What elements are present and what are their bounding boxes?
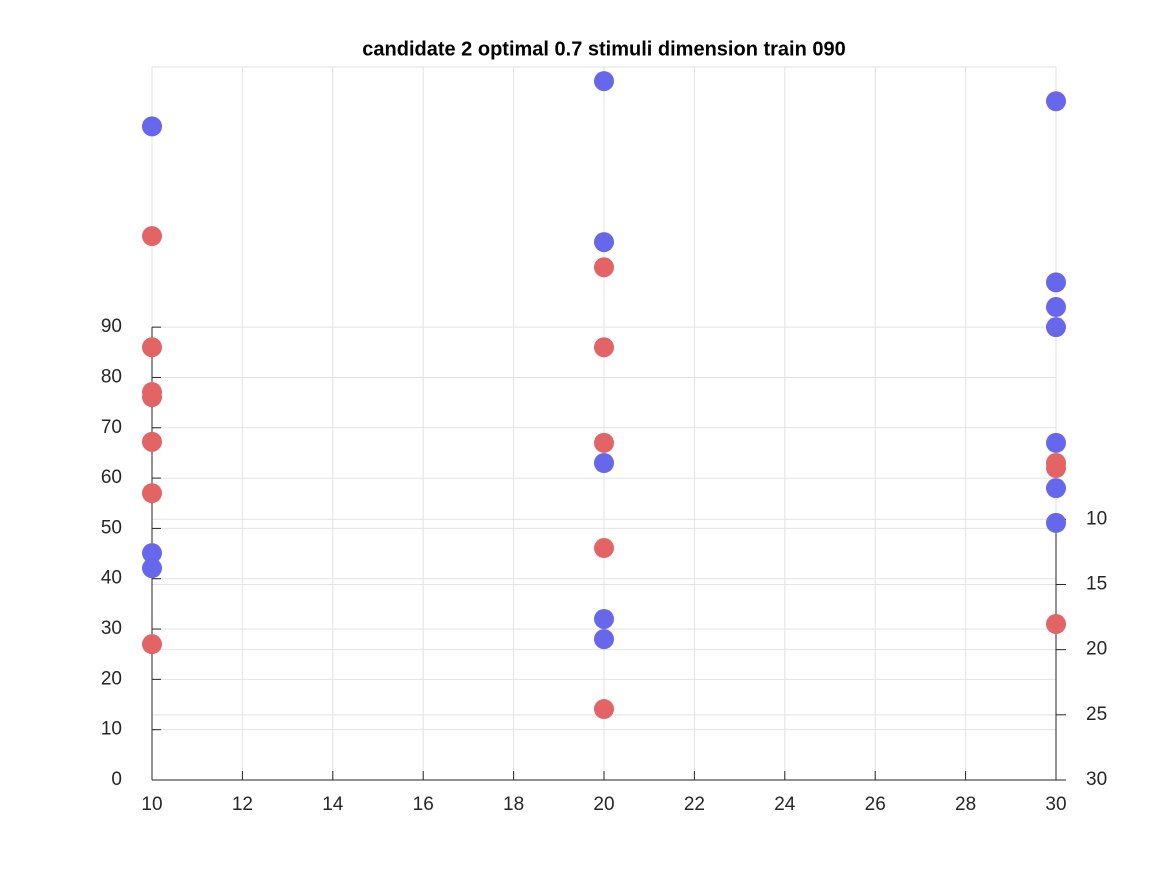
- y-tick-label: 20: [101, 668, 122, 689]
- point: [1046, 297, 1066, 318]
- x-tick-label: 16: [413, 794, 434, 815]
- x-tick-label: 10: [141, 794, 162, 815]
- point: [1046, 317, 1066, 338]
- y-tick-label: 80: [101, 366, 122, 387]
- point: [142, 543, 162, 564]
- x-tick-label: 26: [865, 794, 886, 815]
- point: [142, 387, 162, 408]
- x-tick-label: 12: [232, 794, 253, 815]
- point: [142, 483, 162, 504]
- y-tick-label: 0: [111, 769, 122, 790]
- y-tick-label: 30: [101, 618, 122, 639]
- point: [594, 538, 614, 559]
- x-tick-label: 14: [322, 794, 344, 815]
- x-tick-label: 20: [593, 794, 614, 815]
- point: [142, 337, 162, 358]
- x-tick-label: 24: [774, 794, 796, 815]
- x-tick-label: 22: [684, 794, 705, 815]
- point: [594, 71, 614, 92]
- point: [142, 226, 162, 247]
- point: [1046, 478, 1066, 499]
- point: [594, 699, 614, 720]
- point: [142, 116, 162, 137]
- x-tick-label: 30: [1045, 794, 1066, 815]
- y-tick-label: 10: [101, 719, 122, 740]
- point: [142, 634, 162, 655]
- y-tick-label: 60: [101, 467, 122, 488]
- point: [1046, 458, 1066, 479]
- y-tick-label: 90: [101, 316, 122, 337]
- chart-title: candidate 2 optimal 0.7 stimuli dimensio…: [362, 38, 845, 60]
- point: [594, 452, 614, 473]
- point: [142, 431, 162, 452]
- point: [1046, 432, 1066, 453]
- point: [594, 337, 614, 358]
- y2-tick-label: 25: [1086, 704, 1107, 725]
- point: [1046, 272, 1066, 293]
- y-tick-label: 50: [101, 517, 122, 538]
- point: [1046, 614, 1066, 635]
- y-tick-label: 70: [101, 417, 122, 438]
- y2-tick-label: 30: [1086, 769, 1107, 790]
- point: [142, 558, 162, 579]
- point: [1046, 512, 1066, 533]
- x-tick-label: 18: [503, 794, 524, 815]
- y2-tick-label: 15: [1086, 573, 1107, 594]
- point: [594, 257, 614, 278]
- point: [594, 608, 614, 629]
- point: [594, 432, 614, 453]
- y-tick-label: 40: [101, 568, 122, 589]
- point: [594, 232, 614, 253]
- x-tick-label: 28: [955, 794, 976, 815]
- y2-tick-label: 10: [1086, 508, 1107, 529]
- y2-tick-label: 20: [1086, 639, 1107, 660]
- point: [1046, 91, 1066, 112]
- point: [594, 629, 614, 650]
